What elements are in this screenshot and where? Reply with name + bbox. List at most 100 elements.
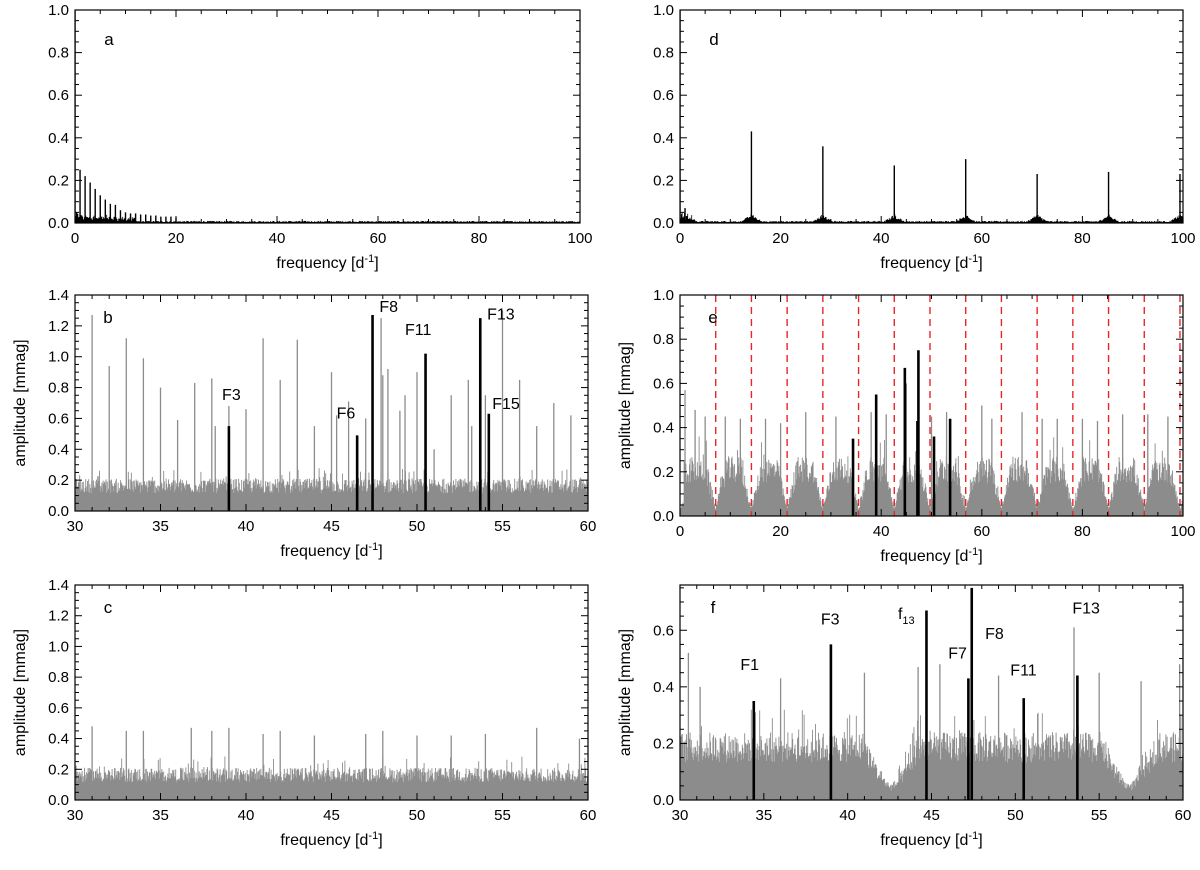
- panel-a: 0 20 40 60 80 100 0.0 0.2 0.4 0.6 0.8 1.0 frequency …: [48, 2, 592, 272]
- panel-e-xtick-label: 20: [772, 523, 789, 540]
- panel-b-ylabel: amplitude [mmag]: [12, 339, 29, 466]
- panel-d-ytick-label: 0.0: [653, 215, 674, 232]
- panel-b-label: b: [103, 308, 112, 327]
- panel-c-ytick-label: 0.4: [48, 731, 69, 748]
- panel-e-ytick-label: 0.8: [653, 331, 674, 348]
- panel-d-ytick-label: 0.2: [653, 172, 674, 189]
- panel-e-ytick-label: 1.0: [653, 287, 674, 304]
- panel-e-label: e: [708, 308, 717, 327]
- panel-b-annotation-f3: F3: [222, 387, 241, 404]
- panel-e-data: [680, 295, 1183, 516]
- panel-b-xtick-label: 45: [323, 518, 340, 535]
- panel-d-ytick-label: 0.8: [653, 45, 674, 62]
- panel-c-ytick-label: 1.0: [48, 638, 69, 655]
- panel-c-xtick-label: 40: [238, 807, 255, 824]
- panel-a-xtick-label: 20: [168, 230, 185, 247]
- panel-f-ytick-label: 0.6: [653, 622, 674, 639]
- panel-a-label: a: [104, 30, 114, 49]
- panel-d: 0 20 40 60 80 100 0.0 0.2 0.4 0.6 0.8 1.0 frequency …: [653, 2, 1195, 272]
- panel-d-ytick-label: 0.6: [653, 87, 674, 104]
- panel-f-xtick-label: 40: [839, 807, 856, 824]
- panel-b-ytick-label: 0.4: [48, 441, 69, 458]
- panel-e-xtick-label: 0: [676, 523, 684, 540]
- panel-f-annotation-f13: F13: [1072, 600, 1100, 617]
- panel-b-ytick-label: 0.8: [48, 380, 69, 397]
- panel-b-xtick-label: 50: [409, 518, 426, 535]
- panel-b-ytick-label: 1.4: [48, 287, 69, 304]
- panel-e-xtick-label: 60: [973, 523, 990, 540]
- panel-a-ytick-label: 0.0: [48, 215, 69, 232]
- panel-d-frame: [679, 9, 1184, 224]
- panel-b-ytick-label: 0.0: [48, 503, 69, 520]
- panel-d-xlabel: frequency [d-1]: [880, 253, 982, 272]
- panel-f-xtick-label: 50: [1007, 807, 1024, 824]
- panel-b-annotation-f11: F11: [405, 322, 431, 339]
- panel-b-xtick-label: 30: [67, 518, 84, 535]
- panel-b-xlabel: frequency [d-1]: [280, 541, 382, 560]
- panel-a-ytick-label: 0.4: [48, 130, 69, 147]
- panel-b-ytick-label: 0.2: [48, 472, 69, 489]
- panel-a-xtick-label: 40: [269, 230, 286, 247]
- panel-e-xlabel: frequency [d-1]: [880, 546, 982, 565]
- panel-e-ytick-label: 0.2: [653, 464, 674, 481]
- panel-c-data: [75, 726, 588, 800]
- panel-d-xtick-label: 60: [973, 230, 990, 247]
- panel-b-xtick-label: 35: [152, 518, 169, 535]
- panel-b-xtick-label: 60: [580, 518, 597, 535]
- panel-a-xtick-label: 0: [71, 230, 79, 247]
- panel-f-ytick-label: 0.0: [653, 792, 674, 809]
- panel-e-ylabel: amplitude [mmag]: [617, 342, 634, 469]
- panel-c-ytick-label: 0.8: [48, 669, 69, 686]
- panel-c-ytick-label: 1.4: [48, 577, 69, 594]
- panel-c-frame: [74, 584, 589, 801]
- panel-a-frame: [74, 9, 581, 224]
- panel-a-xlabel: frequency [d-1]: [276, 253, 378, 272]
- panel-e-xtick-label: 40: [873, 523, 890, 540]
- panel-f-annotation-f3: F3: [821, 612, 840, 629]
- panel-f-xtick-label: 30: [672, 807, 689, 824]
- panel-a-xtick-label: 60: [370, 230, 387, 247]
- panel-f-ylabel: amplitude [mmag]: [617, 629, 634, 756]
- panel-d-xtick-label: 40: [873, 230, 890, 247]
- panel-c-ytick-label: 0.6: [48, 700, 69, 717]
- panel-f: 30 35 40 45 50 55 60 0.0 0.2 0.4 0.6 frequency [d-1…: [617, 584, 1191, 849]
- panel-c-xtick-label: 50: [409, 807, 426, 824]
- panel-c-label: c: [104, 598, 113, 617]
- panel-c-ylabel: amplitude [mmag]: [12, 629, 29, 756]
- panel-a-xtick-label: 100: [567, 230, 592, 247]
- panel-b-ytick-label: 1.2: [48, 318, 69, 335]
- panel-d-ytick-label: 0.4: [653, 130, 674, 147]
- panel-d-xtick-label: 0: [676, 230, 684, 247]
- panel-d-data: [680, 10, 1183, 223]
- panel-f-ytick-label: 0.4: [653, 679, 674, 696]
- panel-f-xtick-label: 35: [755, 807, 772, 824]
- panel-c-ytick-label: 1.2: [48, 608, 69, 625]
- panel-b-xtick-label: 55: [494, 518, 511, 535]
- panel-e-ytick-label: 0.6: [653, 375, 674, 392]
- panel-c-xtick-label: 35: [152, 807, 169, 824]
- panel-e: 0 20 40 60 80 100 0.0 0.2 0.4 0.6 0.8 1.0 frequency …: [617, 287, 1196, 565]
- panel-b: 30 35 40 45 50 55 60 0.0 0.2 0.4 0.6 0.8 1.0 1.2 1.4 fr…: [12, 287, 596, 560]
- panel-e-ytick-label: 0.0: [653, 508, 674, 525]
- panel-f-annotation-f13: f13: [898, 606, 915, 627]
- panel-a-ytick-label: 0.2: [48, 172, 69, 189]
- panel-d-xtick-label: 100: [1170, 230, 1195, 247]
- panel-c-xtick-label: 30: [67, 807, 84, 824]
- panel-f-annotation-f11: F11: [1010, 663, 1036, 680]
- panel-c-xtick-label: 45: [323, 807, 340, 824]
- panel-b-ytick-label: 0.6: [48, 410, 69, 427]
- panel-b-annotation-f6: F6: [337, 405, 356, 422]
- panel-e-ytick-label: 0.4: [653, 420, 674, 437]
- panel-f-annotation-f8: F8: [985, 626, 1004, 643]
- panel-d-xtick-label: 20: [772, 230, 789, 247]
- panel-f-label: f: [711, 598, 716, 617]
- panel-c-xtick-label: 55: [494, 807, 511, 824]
- panel-d-ytick-label: 1.0: [653, 2, 674, 19]
- panel-c-ytick-label: 0.2: [48, 761, 69, 778]
- panel-b-xtick-label: 40: [238, 518, 255, 535]
- panel-d-xtick-label: 80: [1074, 230, 1091, 247]
- panel-b-annotation-f8: F8: [379, 299, 398, 316]
- panel-c: 30 35 40 45 50 55 60 0.0 0.2 0.4 0.6 0.8 1.0 1.2 1.4 fr…: [12, 577, 596, 849]
